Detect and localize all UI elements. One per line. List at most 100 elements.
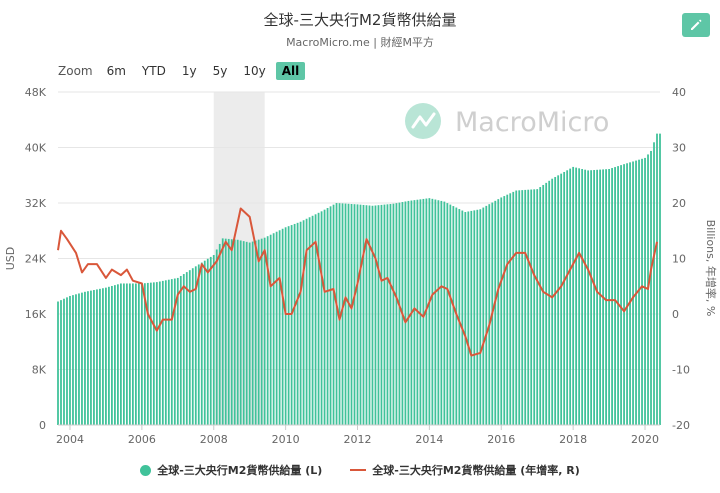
bar bbox=[548, 180, 551, 425]
bar bbox=[485, 205, 488, 425]
range-6m-button[interactable]: 6m bbox=[106, 64, 126, 78]
bar bbox=[84, 291, 86, 425]
bar bbox=[560, 173, 563, 425]
bar bbox=[461, 210, 464, 425]
bar bbox=[131, 283, 134, 425]
range-ytd-button[interactable]: YTD bbox=[141, 64, 166, 78]
bar bbox=[122, 283, 125, 425]
bar bbox=[75, 294, 77, 425]
bar bbox=[641, 158, 643, 425]
left-tick-label: 8K bbox=[32, 364, 47, 377]
bar bbox=[299, 221, 302, 425]
bar bbox=[515, 190, 518, 425]
bar bbox=[404, 201, 407, 425]
bar bbox=[413, 200, 416, 425]
bar bbox=[476, 209, 479, 425]
bar bbox=[173, 278, 176, 425]
bar bbox=[233, 239, 236, 425]
bar bbox=[479, 209, 482, 425]
legend-item-line[interactable]: 全球-三大央行M2貨幣供給量 (年增率, R) bbox=[350, 462, 580, 478]
range-5y-button[interactable]: 5y bbox=[212, 64, 228, 78]
bar bbox=[272, 233, 275, 425]
bar bbox=[230, 239, 233, 425]
bar bbox=[239, 240, 242, 425]
bar bbox=[644, 157, 646, 425]
bar bbox=[371, 205, 374, 425]
bar bbox=[362, 204, 365, 425]
chart-plot: 0 8K 16K 24K 32K 40K 48K -20 -10 0 10 20 30 40 USD Bill… bbox=[4, 86, 718, 446]
bar bbox=[302, 220, 305, 425]
range-1y-button[interactable]: 1y bbox=[181, 64, 197, 78]
right-tick-label: 0 bbox=[672, 308, 679, 321]
right-tick-label: 20 bbox=[672, 197, 686, 210]
bar bbox=[335, 203, 338, 425]
bar bbox=[117, 284, 119, 425]
growth-rate-line bbox=[57, 207, 658, 357]
bar bbox=[251, 241, 254, 425]
bar bbox=[650, 150, 652, 425]
bar bbox=[308, 217, 311, 425]
bar bbox=[539, 187, 542, 425]
bar bbox=[446, 203, 449, 425]
bar bbox=[377, 205, 380, 425]
bar bbox=[266, 236, 269, 425]
zoom-label: Zoom bbox=[58, 64, 93, 78]
bar bbox=[105, 287, 107, 425]
bar bbox=[359, 204, 362, 425]
bar bbox=[611, 168, 613, 425]
bar bbox=[407, 200, 410, 425]
bar bbox=[149, 282, 152, 425]
bar bbox=[428, 198, 431, 425]
bar bbox=[449, 204, 452, 425]
bar bbox=[629, 162, 631, 425]
chart-subtitle: MacroMicro.me | 財經M平方 bbox=[286, 36, 434, 49]
bar bbox=[260, 238, 263, 425]
bar bbox=[503, 196, 506, 425]
bar bbox=[170, 279, 173, 425]
bar bbox=[317, 212, 320, 425]
bar bbox=[365, 205, 368, 425]
legend-line-label: 全球-三大央行M2貨幣供給量 (年增率, R) bbox=[372, 464, 580, 477]
bar bbox=[248, 242, 251, 425]
bar bbox=[305, 218, 308, 425]
bar bbox=[488, 204, 491, 425]
bar bbox=[545, 182, 548, 425]
legend-bars-swatch bbox=[140, 464, 152, 476]
bar bbox=[111, 285, 113, 425]
bar bbox=[134, 283, 137, 425]
left-tick-label: 32K bbox=[25, 197, 47, 210]
bar bbox=[203, 260, 206, 425]
bar bbox=[200, 262, 203, 425]
bar bbox=[464, 212, 467, 425]
range-all-button[interactable]: All bbox=[275, 62, 306, 80]
bar bbox=[551, 178, 554, 425]
bar bbox=[608, 169, 610, 425]
bar bbox=[542, 184, 545, 425]
bar bbox=[323, 209, 326, 425]
bar bbox=[659, 133, 661, 425]
edit-button[interactable] bbox=[682, 13, 710, 37]
range-10y-button[interactable]: 10y bbox=[243, 64, 266, 78]
x-tick-label: 2014 bbox=[415, 433, 443, 446]
bar bbox=[440, 200, 443, 425]
bar bbox=[57, 301, 59, 425]
bar bbox=[293, 223, 296, 425]
x-tick-label: 2010 bbox=[272, 433, 300, 446]
bar bbox=[656, 133, 658, 425]
bar bbox=[102, 288, 104, 425]
bar bbox=[287, 226, 290, 425]
legend-item-bars[interactable]: 全球-三大央行M2貨幣供給量 (L) bbox=[140, 462, 322, 478]
bar bbox=[554, 177, 557, 425]
bar bbox=[314, 214, 317, 425]
bar bbox=[191, 268, 194, 425]
bar bbox=[257, 239, 260, 425]
bar bbox=[227, 238, 230, 425]
x-tick-label: 2008 bbox=[200, 433, 228, 446]
bar bbox=[275, 231, 278, 425]
bar bbox=[593, 169, 596, 425]
bar bbox=[236, 239, 239, 425]
bar bbox=[527, 189, 530, 425]
bar bbox=[108, 286, 110, 425]
bar bbox=[338, 203, 341, 425]
bar bbox=[452, 206, 455, 425]
